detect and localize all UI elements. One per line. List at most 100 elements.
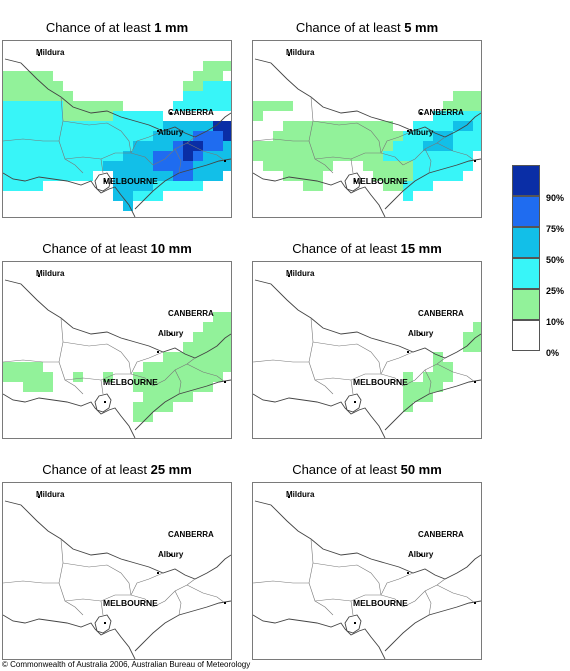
rain-cell [203,352,213,362]
rain-cell [383,161,393,171]
rain-cell [73,171,83,181]
rain-cell [283,171,293,181]
rain-cell [3,151,13,161]
rain-cell [213,171,223,181]
region-boundary [62,562,132,596]
rain-cell [473,101,481,111]
rain-cell [13,362,23,372]
rain-cell [143,392,153,402]
rain-cell [223,352,231,362]
label-melbourne: MELBOURNE [103,176,158,186]
region-boundary [308,317,334,395]
label-mildura: Mildura [286,48,315,57]
rain-cell [433,151,443,161]
label-albury: Albury [158,128,184,137]
rain-cell [13,81,23,91]
rain-cell [173,382,183,392]
rain-cell [193,362,203,372]
rain-cell [433,121,443,131]
rain-cell [43,161,53,171]
rain-cell [13,161,23,171]
rain-cell [403,141,413,151]
rain-cell [13,141,23,151]
rain-cell [123,181,133,191]
rain-cell [173,131,183,141]
rain-cell [393,151,403,161]
rain-cell [463,101,473,111]
rain-cell [43,91,53,101]
town-marker [224,381,226,383]
rain-cell [193,121,203,131]
rain-cell [3,91,13,101]
rain-cell [23,111,33,121]
rain-cell [473,141,481,151]
legend-swatch-90 [512,165,540,196]
rain-cell [93,121,103,131]
rain-cell [53,111,63,121]
rain-cell [163,161,173,171]
rain-cell [203,372,213,382]
rain-cell [443,161,453,171]
rain-cell [473,131,481,141]
label-mildura: Mildura [286,490,315,499]
region-boundary [58,538,84,616]
label-melbourne: MELBOURNE [353,598,408,608]
rain-cell [33,81,43,91]
rain-cell [143,121,153,131]
rain-cell [313,171,323,181]
rain-cell [153,111,163,121]
rain-cell [63,141,73,151]
rain-cell [103,161,113,171]
rain-cell [223,101,231,111]
rain-cell [83,121,93,131]
rain-cell [113,191,123,201]
rain-cell [293,121,303,131]
rain-cell [213,101,223,111]
rain-cell [83,111,93,121]
rain-cell [203,61,213,71]
rain-cell [263,151,273,161]
map-graphic [3,496,231,659]
state-border [254,500,481,580]
panel-title: Chance of at least 5 mm [295,20,439,35]
rain-cell [453,171,463,181]
rain-shading [403,322,481,412]
region-boundary [436,142,476,162]
rain-cell [133,412,143,422]
rain-cell [173,392,183,402]
region-boundary [94,393,112,413]
rain-cell [113,121,123,131]
rain-cell [153,181,163,191]
rain-cell [203,332,213,342]
rain-cell [203,382,213,392]
rain-cell [403,171,413,181]
rain-cell [53,141,63,151]
rain-cell [363,151,373,161]
region-boundary [424,590,432,616]
rain-cell [43,372,53,382]
rain-cell [453,121,463,131]
rain-shading [253,91,481,201]
label-canberra: CANBERRA [168,309,214,318]
state-border [254,58,481,138]
rain-cell [193,101,203,111]
rain-cell [63,151,73,161]
label-albury: Albury [158,329,184,338]
rain-cell [103,121,113,131]
rain-cell [433,362,443,372]
rain-cell [153,362,163,372]
rain-cell [463,342,473,352]
rain-cell [433,352,443,362]
rain-cell [33,372,43,382]
rain-cell [123,151,133,161]
rain-cell [63,171,73,181]
rain-cell [133,171,143,181]
rain-shading [3,61,231,211]
rain-cell [163,171,173,181]
region-boundary [253,580,309,584]
rain-cell [453,131,463,141]
rain-cell [413,141,423,151]
rain-cell [43,141,53,151]
label-melbourne: MELBOURNE [353,176,408,186]
rain-cell [403,161,413,171]
